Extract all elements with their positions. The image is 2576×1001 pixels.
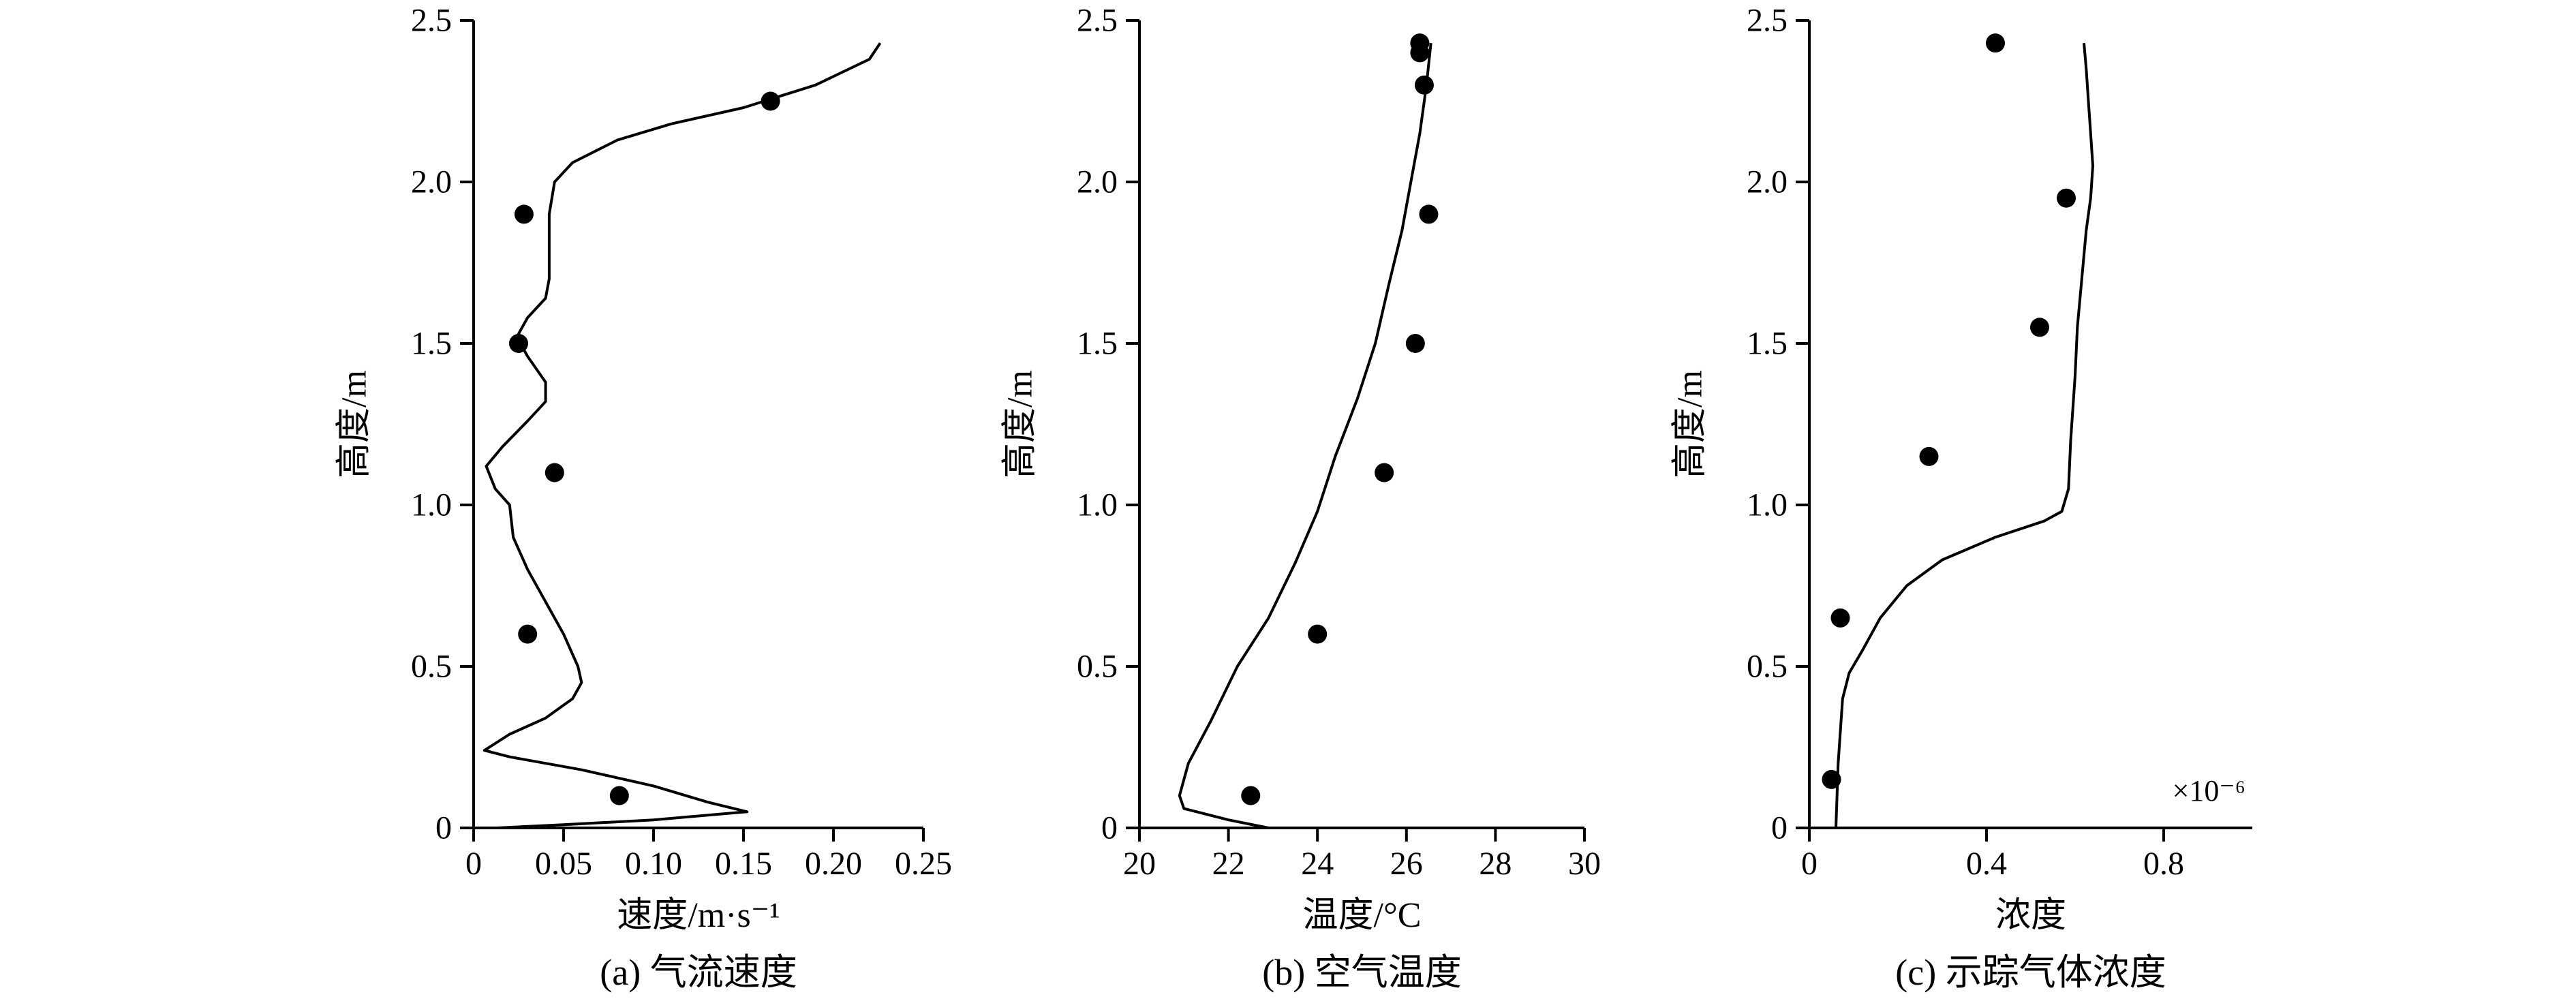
panel-caption: (c) 示踪气体浓度 xyxy=(1895,952,2166,993)
y-tick-label: 2.0 xyxy=(411,164,452,200)
measured-point xyxy=(1414,75,1434,95)
chart-panel-b: 0 0.5 1.0 1.5 2.0 2.5 20 22 24 26 28 30 高度/m 温度/°C (b)… xyxy=(1001,3,1601,994)
y-tick-label: 1.0 xyxy=(1077,487,1118,523)
x-tick-label: 0.25 xyxy=(895,846,952,882)
measured-point xyxy=(1241,786,1261,805)
y-tick-label: 2.0 xyxy=(1747,164,1788,200)
measured-point xyxy=(1375,463,1394,482)
simulated-line xyxy=(1178,42,1432,829)
y-axis-title: 高度/m xyxy=(1001,370,1040,478)
x-axis-title: 温度/°C xyxy=(1303,896,1422,935)
measured-point xyxy=(2030,318,2049,337)
measured-point xyxy=(518,624,538,644)
y-tick-label: 1.5 xyxy=(411,326,452,362)
y-tick-label: 0 xyxy=(1101,810,1118,846)
x-axis-title: 速度/m·s⁻¹ xyxy=(617,896,780,935)
measured-point xyxy=(1986,33,2005,53)
chart-panel-a: 0 0.5 1.0 1.5 2.0 2.5 0 0.05 0.10 0.15 0.20 0.25 高度/… xyxy=(335,3,953,994)
x-tick-label: 28 xyxy=(1479,846,1512,882)
simulated-line xyxy=(1835,43,2094,829)
y-tick-label: 0.5 xyxy=(1077,649,1118,685)
measured-point xyxy=(545,463,564,482)
panel-caption: (b) 空气温度 xyxy=(1262,952,1461,993)
y-tick-label: 0.5 xyxy=(411,649,452,685)
measured-point xyxy=(609,786,629,805)
x-tick-label: 0 xyxy=(1801,846,1818,882)
measured-point xyxy=(1410,33,1430,53)
y-tick-label: 1.5 xyxy=(1077,326,1118,362)
measured-point xyxy=(1308,624,1328,644)
measured-point xyxy=(514,204,534,224)
scale-label: ×10⁻⁶ xyxy=(2173,774,2245,807)
y-tick-label: 0.5 xyxy=(1747,649,1788,685)
measured-point xyxy=(1822,769,1841,789)
x-tick-label: 0.15 xyxy=(715,846,772,882)
y-tick-label: 2.5 xyxy=(1077,3,1118,39)
measured-point xyxy=(2057,188,2076,208)
panel-caption: (a) 气流速度 xyxy=(600,952,797,993)
y-tick-label: 0 xyxy=(1771,810,1788,846)
x-tick-label: 22 xyxy=(1212,846,1245,882)
x-tick-label: 0.10 xyxy=(625,846,682,882)
x-tick-label: 0.20 xyxy=(805,846,862,882)
chart-panel-c: 0 0.5 1.0 1.5 2.0 2.5 0 0.4 0.8 高度/m 浓度 (c) 示踪气体浓度 ×… xyxy=(1671,3,2252,993)
x-tick-label: 30 xyxy=(1568,846,1601,882)
measured-point xyxy=(509,334,528,353)
y-tick-label: 1.0 xyxy=(1747,487,1788,523)
measured-point xyxy=(761,91,780,111)
y-tick-label: 0 xyxy=(435,810,452,846)
measured-point xyxy=(1919,446,1939,466)
y-tick-label: 2.5 xyxy=(411,3,452,39)
x-tick-label: 20 xyxy=(1123,846,1156,882)
x-tick-label: 0 xyxy=(465,846,482,882)
x-tick-label: 26 xyxy=(1390,846,1423,882)
measured-point xyxy=(1419,204,1439,224)
y-tick-label: 1.5 xyxy=(1747,326,1788,362)
measured-point xyxy=(1405,334,1425,353)
x-tick-label: 0.8 xyxy=(2143,846,2184,882)
x-tick-label: 0.05 xyxy=(535,846,592,882)
simulated-line xyxy=(482,42,882,829)
x-tick-label: 0.4 xyxy=(1966,846,2007,882)
x-tick-label: 24 xyxy=(1301,846,1334,882)
y-axis-title: 高度/m xyxy=(1671,370,1710,478)
y-tick-label: 2.5 xyxy=(1747,3,1788,39)
x-axis-title: 浓度 xyxy=(1995,896,2066,935)
y-tick-label: 1.0 xyxy=(411,487,452,523)
y-tick-label: 2.0 xyxy=(1077,164,1118,200)
y-axis-title: 高度/m xyxy=(335,370,374,478)
measured-point xyxy=(1830,608,1850,628)
